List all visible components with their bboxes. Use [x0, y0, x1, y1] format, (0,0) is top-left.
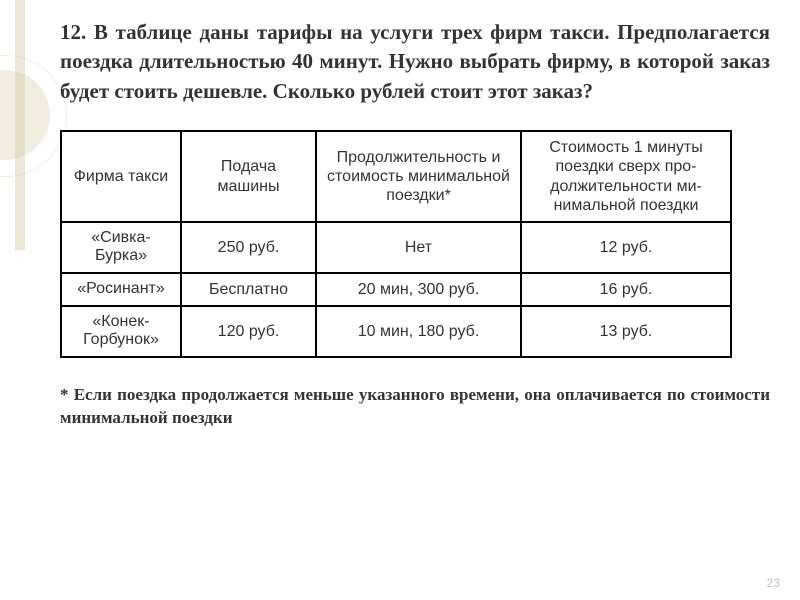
table-row: «Конек- Горбунок» 120 руб. 10 мин, 180 р… [61, 306, 731, 357]
table-row: «Сивка- Бурка» 250 руб. Нет 12 руб. [61, 222, 731, 273]
cell-firm: «Росинант» [61, 273, 181, 306]
cell-firm: «Сивка- Бурка» [61, 222, 181, 273]
problem-text: 12. В таблице даны тарифы на услуги трех… [60, 18, 770, 106]
problem-number: 12. [60, 20, 86, 44]
slide-content: 12. В таблице даны тарифы на услуги трех… [60, 18, 770, 430]
side-decoration [0, 0, 50, 250]
table-row: «Росинант» Бесплатно 20 мин, 300 руб. 16… [61, 273, 731, 306]
cell-supply: 250 руб. [181, 222, 316, 273]
cell-min-trip: 20 мин, 300 руб. [316, 273, 521, 306]
cell-per-minute: 12 руб. [521, 222, 731, 273]
col-header-supply: Подача машины [181, 131, 316, 222]
tariff-table: Фирма такси Подача машины Продолжительно… [60, 130, 732, 358]
footnote: * Если поездка продолжается меньше указа… [60, 384, 770, 430]
cell-min-trip: Нет [316, 222, 521, 273]
col-header-per-minute: Стоимость 1 минуты поездки сверх про- до… [521, 131, 731, 222]
col-header-min-trip: Продолжительность и стоимость минимально… [316, 131, 521, 222]
cell-per-minute: 13 руб. [521, 306, 731, 357]
table-header-row: Фирма такси Подача машины Продолжительно… [61, 131, 731, 222]
cell-supply: 120 руб. [181, 306, 316, 357]
cell-supply: Бесплатно [181, 273, 316, 306]
cell-min-trip: 10 мин, 180 руб. [316, 306, 521, 357]
col-header-firm: Фирма такси [61, 131, 181, 222]
deco-bar [15, 0, 25, 250]
page-number: 23 [767, 576, 780, 590]
deco-ring [0, 55, 67, 177]
cell-firm: «Конек- Горбунок» [61, 306, 181, 357]
cell-per-minute: 16 руб. [521, 273, 731, 306]
deco-circle [0, 70, 50, 160]
problem-body: В таблице даны тарифы на услуги трех фир… [60, 20, 775, 103]
